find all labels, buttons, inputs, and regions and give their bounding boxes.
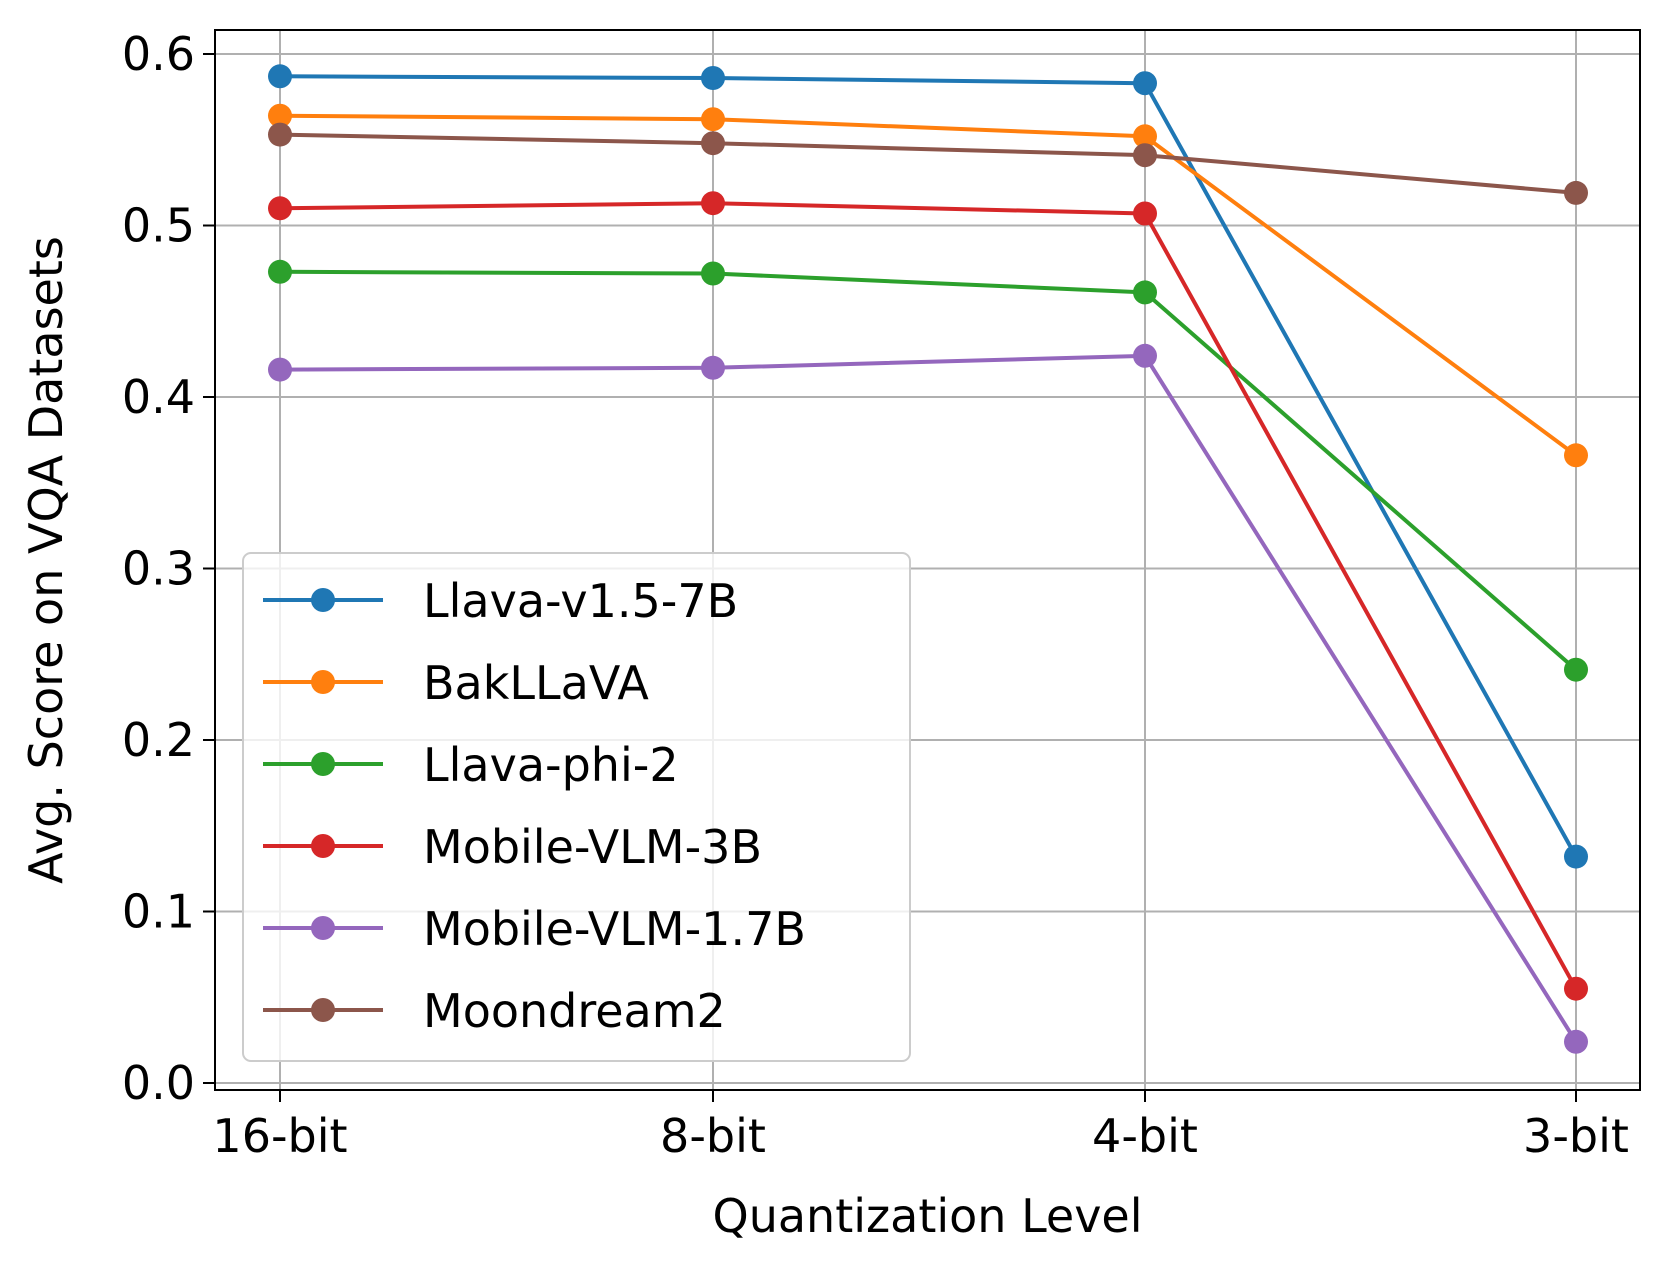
legend-swatch-marker: [311, 998, 335, 1022]
data-point: [701, 107, 725, 132]
legend-swatch-marker: [311, 670, 335, 694]
data-point: [268, 357, 292, 382]
legend-label: Llava-v1.5-7B: [423, 574, 738, 628]
y-tick-label: 0.1: [122, 885, 195, 939]
y-tick-label: 0.6: [122, 27, 195, 81]
data-point: [1564, 180, 1588, 205]
series-line: [279, 74, 1578, 858]
x-tick-label: 3-bit: [1523, 1109, 1629, 1163]
x-tick-label: 4-bit: [1092, 1109, 1198, 1163]
data-point: [1564, 657, 1588, 682]
plot-area-frame: [214, 29, 1641, 1091]
series-line: [279, 113, 1578, 457]
series-line: [279, 132, 1577, 195]
series-llava-phi-2: [268, 259, 1588, 682]
legend-label: Mobile-VLM-3B: [423, 820, 762, 874]
data-point: [701, 191, 725, 216]
legend-swatch-marker: [311, 588, 335, 612]
x-axis-label: Quantization Level: [712, 1189, 1142, 1243]
legend-item: Moondream2: [263, 984, 726, 1038]
x-tick-label: 16-bit: [212, 1109, 347, 1163]
legend-label: BakLLaVA: [423, 656, 649, 710]
axis-ticks: 0.0 0.1 0.2 0.3 0.4 0.5 0.6 16-bit 8-bit 4-bit 3-b…: [122, 27, 1629, 1163]
legend-item: Mobile-VLM-1.7B: [263, 902, 806, 956]
y-tick-label: 0.2: [122, 713, 195, 767]
legend-item: Mobile-VLM-3B: [263, 820, 762, 874]
data-point: [1564, 443, 1588, 468]
series-mobile-vlm-3b: [268, 191, 1588, 1001]
legend-box: [242, 552, 911, 1062]
series-line: [279, 201, 1578, 990]
y-tick-label: 0.5: [122, 199, 195, 253]
data-point: [268, 122, 292, 147]
legend-swatch-marker: [311, 752, 335, 776]
data-point: [268, 103, 292, 128]
series-line: [279, 353, 1578, 1043]
y-tick-label: 0.0: [122, 1056, 195, 1110]
legend-item: Llava-phi-2: [263, 738, 679, 792]
data-point: [701, 66, 725, 90]
legend-item: Llava-v1.5-7B: [263, 574, 738, 628]
data-point: [1133, 343, 1157, 368]
legend-item: BakLLaVA: [263, 656, 649, 710]
y-tick-label: 0.3: [122, 542, 195, 596]
series-lines: [268, 64, 1588, 1054]
data-point: [1564, 844, 1588, 869]
data-point: [1133, 124, 1157, 149]
data-point: [268, 196, 292, 221]
data-point: [1133, 143, 1157, 168]
series-line: [279, 269, 1578, 672]
data-point: [1564, 1029, 1588, 1054]
series-mobile-vlm-1-7b: [268, 343, 1588, 1054]
data-point: [1133, 201, 1157, 226]
legend-label: Moondream2: [423, 984, 726, 1038]
y-tick-label: 0.4: [122, 370, 195, 424]
data-point: [268, 64, 292, 89]
series-moondream2: [268, 122, 1588, 205]
series-bakllava: [268, 103, 1588, 468]
legend: Llava-v1.5-7B BakLLaVA Llava-phi-2 Mobile-V…: [242, 552, 911, 1062]
legend-label: Llava-phi-2: [423, 738, 679, 792]
data-point: [701, 261, 725, 286]
data-point: [1133, 280, 1157, 305]
legend-swatch-marker: [311, 834, 335, 858]
legend-label: Mobile-VLM-1.7B: [423, 902, 806, 956]
y-axis-label: Avg. Score on VQA Datasets: [19, 236, 73, 884]
x-tick-label: 8-bit: [660, 1109, 766, 1163]
data-point: [701, 355, 725, 380]
data-point: [268, 259, 292, 284]
legend-swatch-marker: [311, 916, 335, 940]
data-point: [1133, 71, 1157, 96]
data-point: [1564, 976, 1588, 1001]
data-point: [701, 131, 725, 156]
series-llava-v1-5-7b: [268, 64, 1588, 869]
